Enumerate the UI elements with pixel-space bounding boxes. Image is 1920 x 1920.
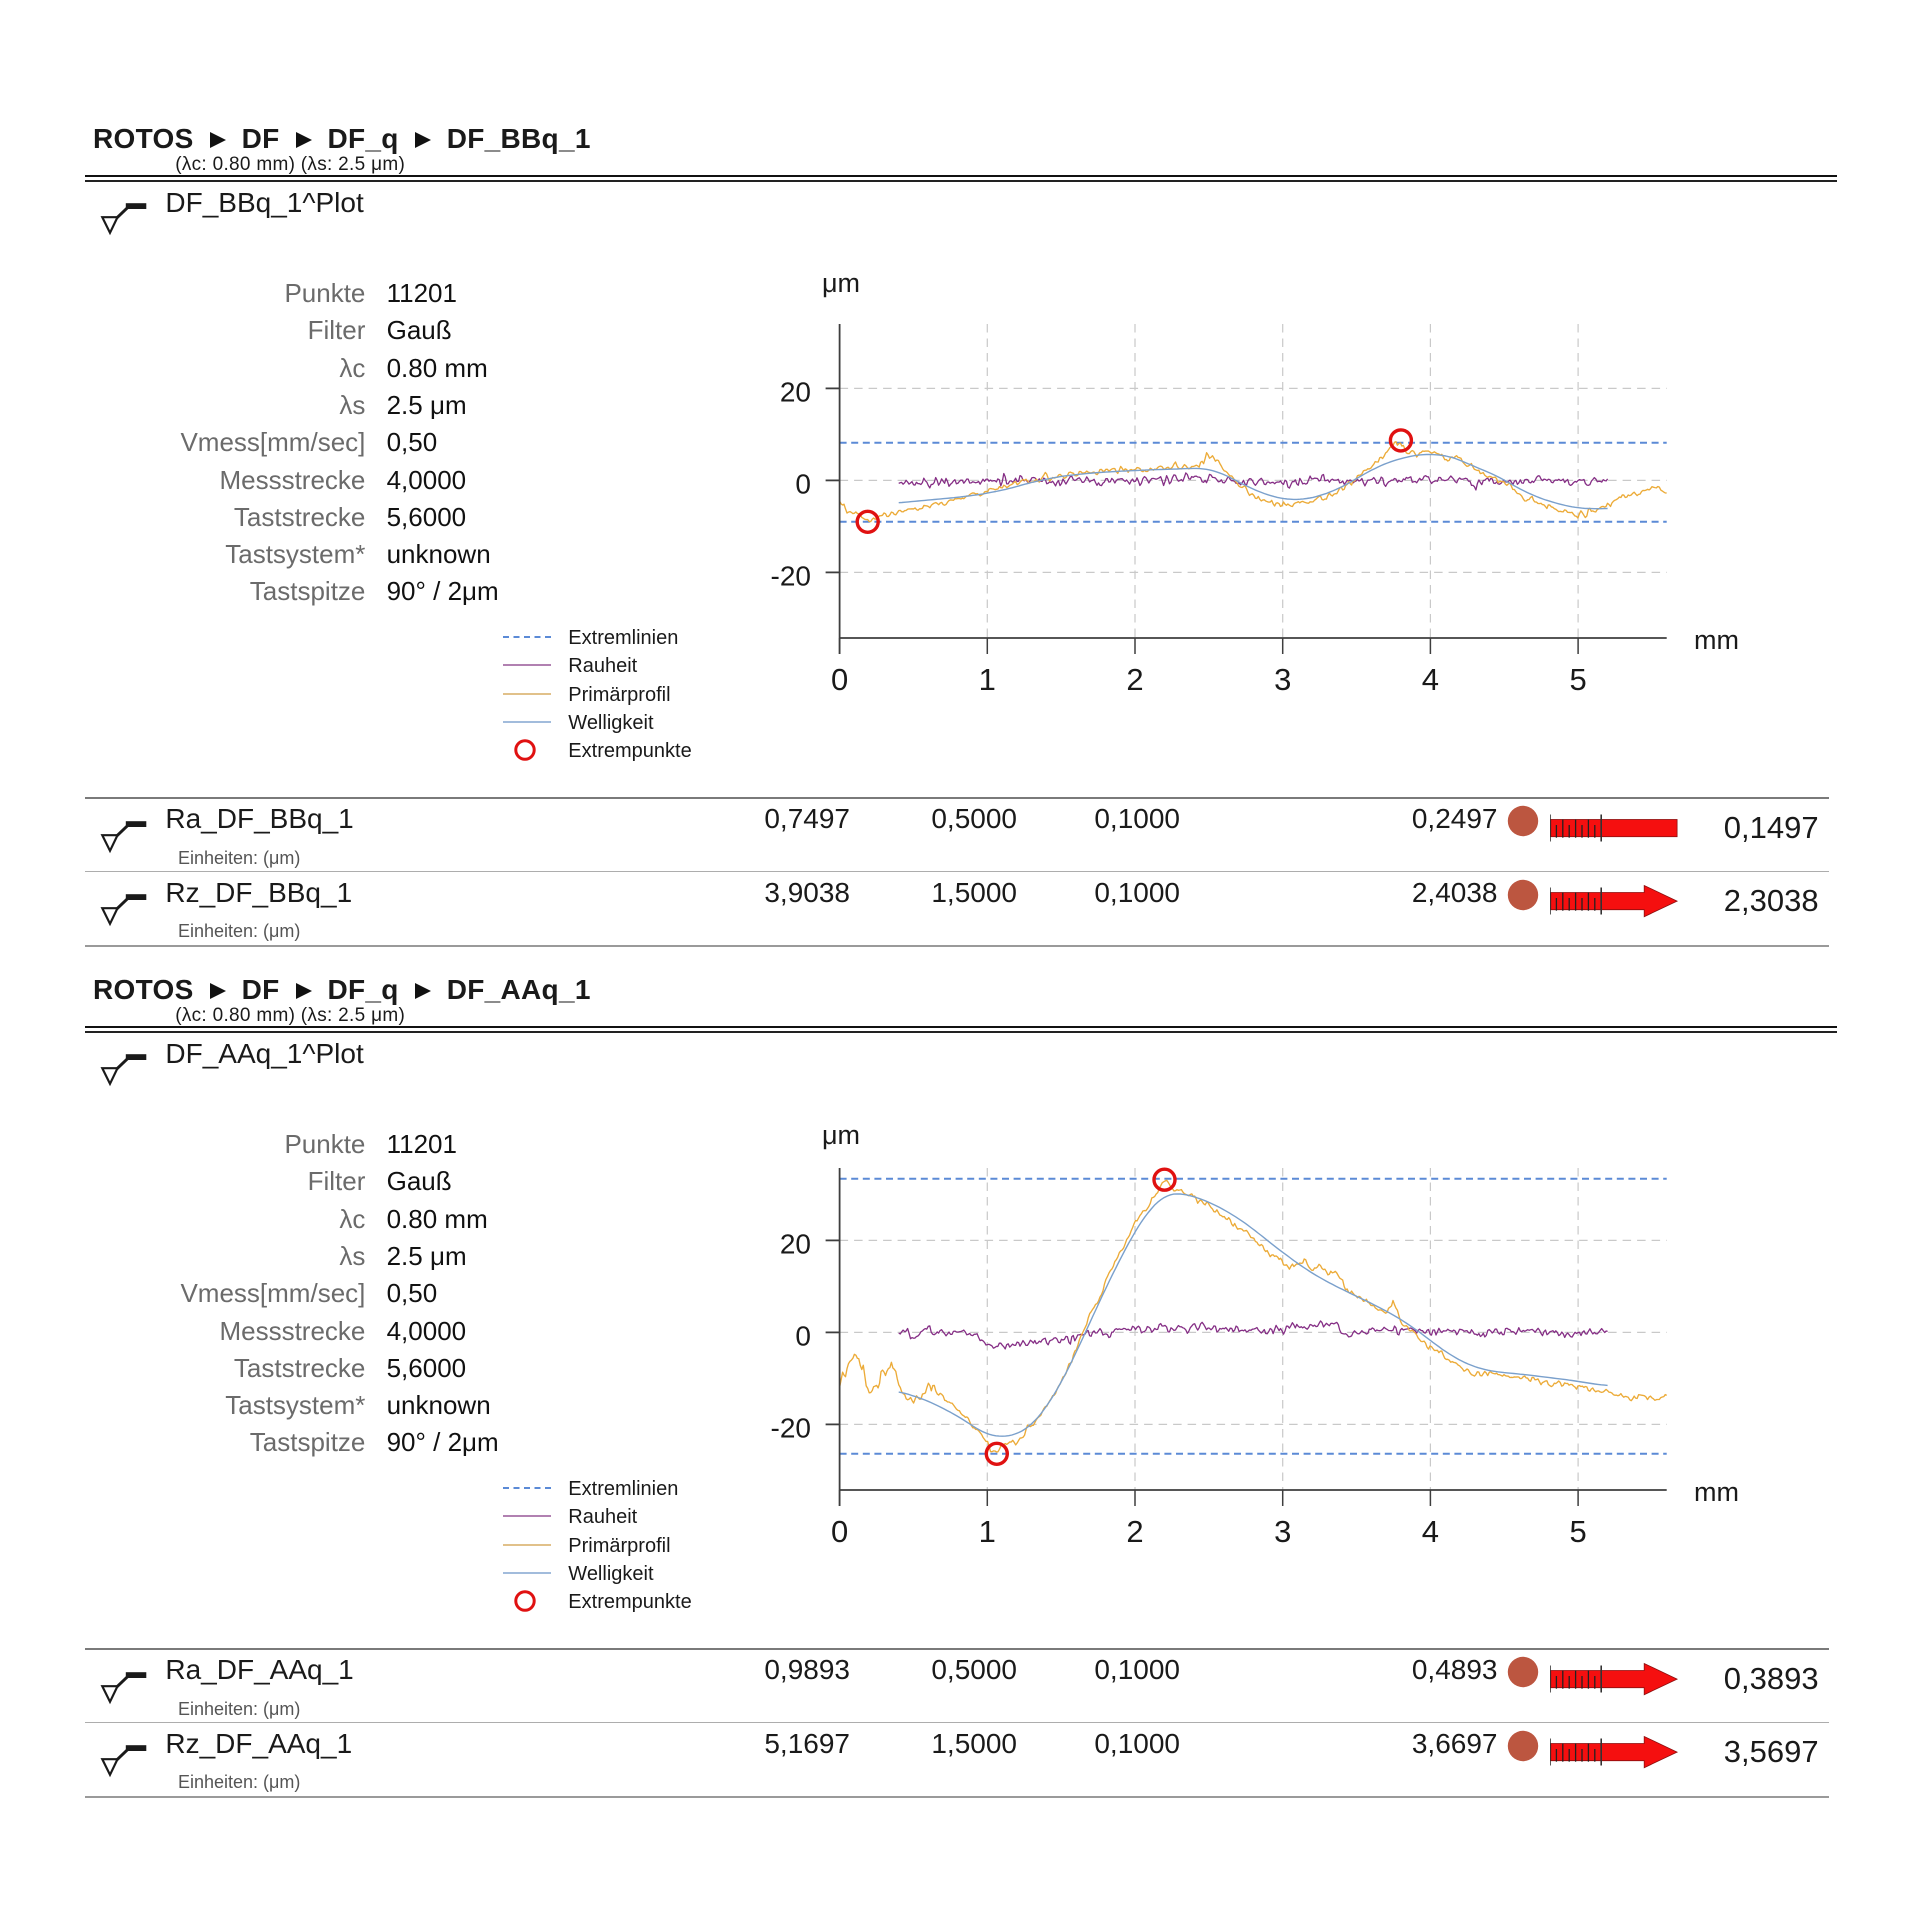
svg-text:4: 4	[1422, 662, 1439, 697]
svg-text:mm: mm	[1694, 625, 1739, 655]
svg-text:mm: mm	[1694, 1477, 1739, 1507]
svg-text:1: 1	[979, 662, 996, 697]
svg-text:μm: μm	[822, 268, 860, 298]
svg-text:0: 0	[795, 1320, 811, 1351]
svg-text:20: 20	[780, 376, 811, 407]
svg-text:4: 4	[1422, 1514, 1439, 1549]
svg-text:0: 0	[831, 662, 848, 697]
svg-text:2: 2	[1126, 662, 1143, 697]
svg-text:1: 1	[979, 1514, 996, 1549]
svg-text:-20: -20	[771, 560, 811, 591]
svg-text:5: 5	[1569, 1514, 1586, 1549]
svg-text:-20: -20	[771, 1412, 811, 1443]
svg-text:0: 0	[795, 468, 811, 499]
svg-text:5: 5	[1569, 662, 1586, 697]
svg-text:μm: μm	[822, 1120, 860, 1150]
svg-text:2: 2	[1126, 1514, 1143, 1549]
svg-text:20: 20	[780, 1228, 811, 1259]
svg-text:3: 3	[1274, 1514, 1291, 1549]
svg-text:3: 3	[1274, 662, 1291, 697]
svg-text:0: 0	[831, 1514, 848, 1549]
